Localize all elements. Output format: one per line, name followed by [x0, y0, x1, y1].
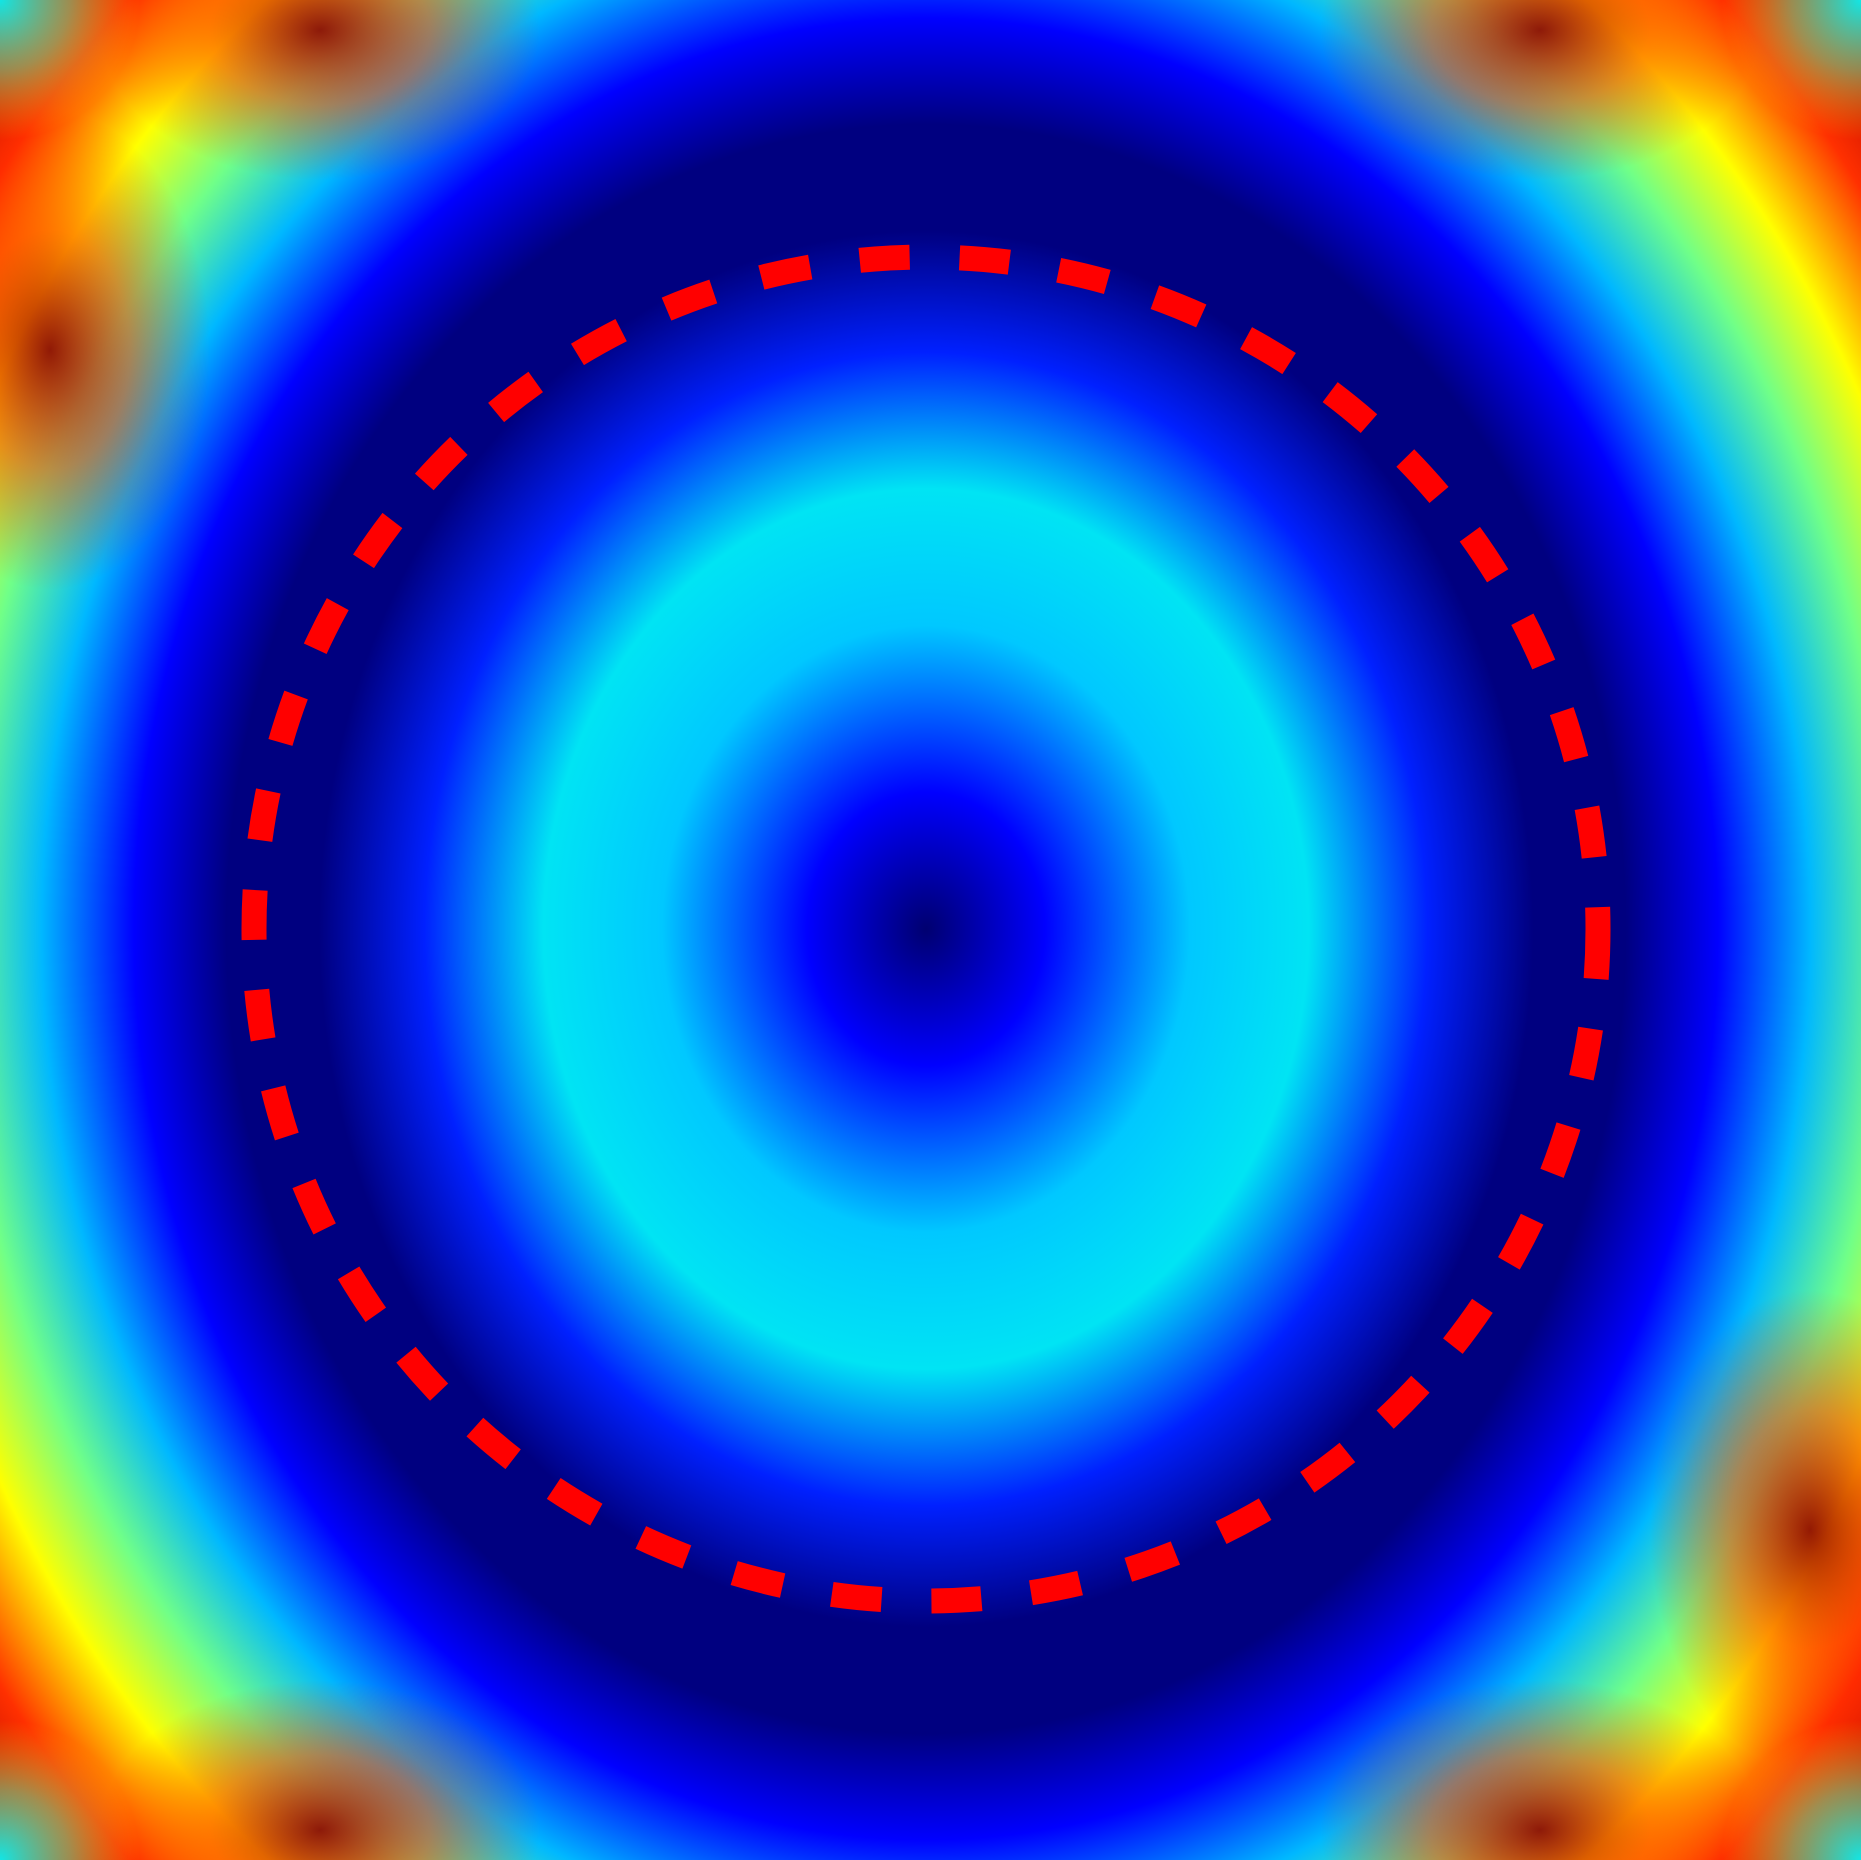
corner-spot: [1721, 0, 1861, 140]
hot-spot: [1320, 1680, 1760, 1860]
corner-spot: [0, 0, 140, 140]
corner-spot: [0, 1720, 140, 1860]
hot-spot: [0, 110, 210, 590]
hot-spot: [1320, 0, 1760, 180]
corner-spot: [1721, 1720, 1861, 1860]
hot-spot: [100, 1680, 540, 1860]
dashed-circle: [241, 244, 1611, 1614]
hot-spot: [1650, 1290, 1861, 1770]
hot-spot: [100, 0, 540, 180]
